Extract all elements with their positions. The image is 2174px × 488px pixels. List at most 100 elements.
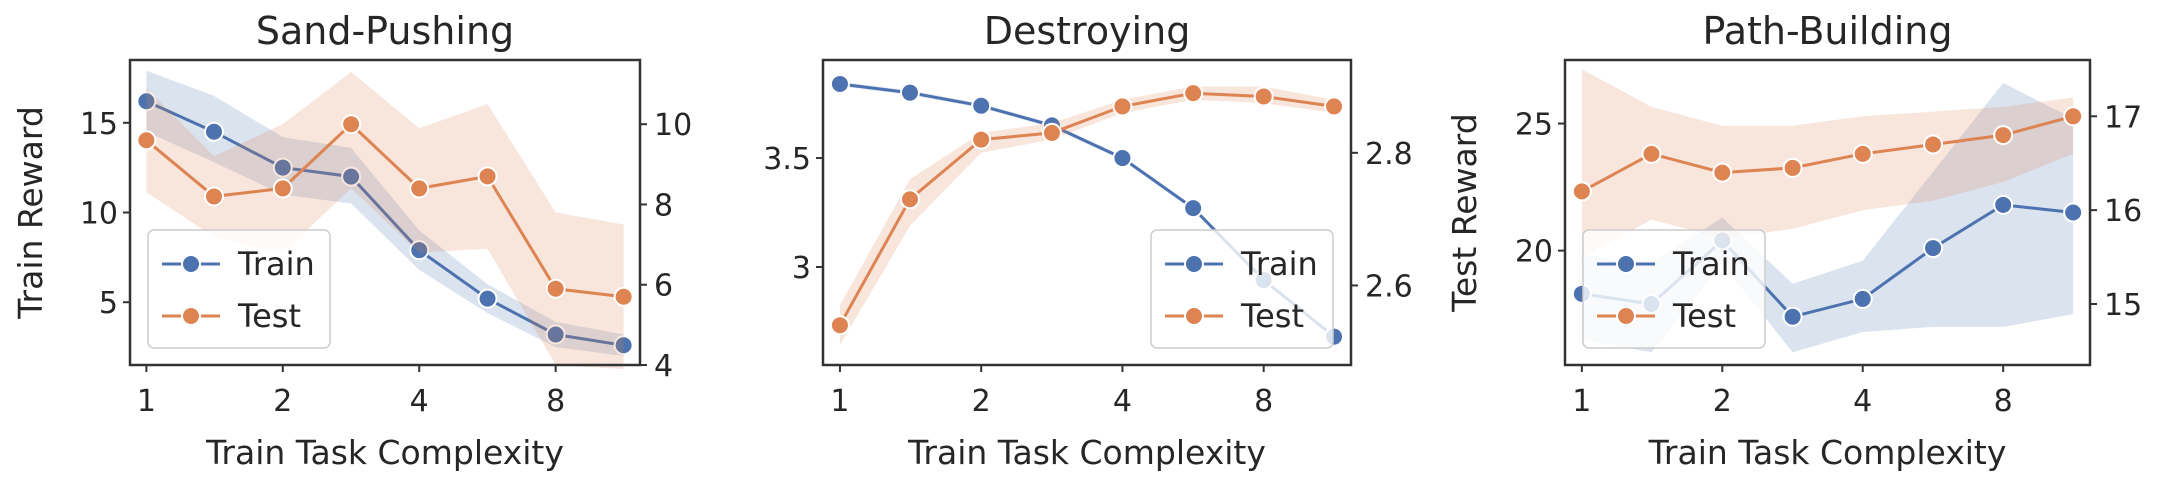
data-point <box>1571 181 1592 202</box>
right-axis-label: Test Reward <box>1445 113 1484 312</box>
x-tick-label: 4 <box>1113 384 1132 419</box>
data-point <box>341 114 362 135</box>
series-line <box>145 122 624 299</box>
legend-train: Train <box>162 245 315 283</box>
series-line <box>145 99 624 347</box>
data-point <box>409 178 430 199</box>
legend-test: Test <box>162 297 301 335</box>
data-point <box>1641 143 1662 164</box>
x-tick-label: 2 <box>273 384 292 419</box>
legend-swatch-marker <box>181 254 201 274</box>
plot-frame <box>1563 58 2092 367</box>
x-tick-label: 8 <box>1254 384 1273 419</box>
data-point <box>1253 86 1274 107</box>
left-tick-label: 10 <box>80 197 118 232</box>
legend: Train Test <box>1582 229 1766 349</box>
legend-test-label: Test <box>1240 297 1304 335</box>
x-tick-label: 2 <box>1713 384 1732 419</box>
data-point <box>341 166 362 187</box>
data-point <box>409 240 430 261</box>
data-point <box>613 286 634 307</box>
legend: Train Test <box>147 229 331 349</box>
left-tick-label: 15 <box>80 107 118 142</box>
data-point <box>136 130 157 151</box>
data-point <box>2063 106 2084 127</box>
data-point <box>272 178 293 199</box>
right-tick-label: 15 <box>2104 288 2142 323</box>
chart-title: Sand-Pushing <box>256 9 514 53</box>
x-axis-label: Train Task Complexity <box>907 433 1266 472</box>
data-point <box>477 166 498 187</box>
data-point <box>1112 96 1133 117</box>
data-point <box>829 73 850 94</box>
panel-2: Destroying 1 2 4 8 Train Task Complexity 3 3.5 2… <box>763 9 1484 472</box>
x-tick-label: 1 <box>137 384 156 419</box>
data-point <box>1782 157 1803 178</box>
data-point <box>2063 202 2084 223</box>
x-axis-label: Train Task Complexity <box>1648 433 2007 472</box>
series-line <box>838 91 1335 326</box>
data-point <box>971 129 992 150</box>
data-point <box>545 278 566 299</box>
data-point <box>1923 134 1944 155</box>
chart-title: Path-Building <box>1703 9 1953 53</box>
x-tick-label: 4 <box>410 384 429 419</box>
data-point <box>613 335 634 356</box>
right-tick-label: 10 <box>654 108 692 143</box>
data-point <box>1993 125 2014 146</box>
legend-train: Train <box>1597 245 1750 283</box>
right-tick-label: 17 <box>2104 100 2142 135</box>
data-point <box>1782 306 1803 327</box>
x-tick-label: 8 <box>1994 384 2013 419</box>
ci-band <box>146 72 624 369</box>
data-point <box>899 189 920 210</box>
data-point <box>1183 198 1204 219</box>
data-point <box>203 186 224 207</box>
legend-train-label: Train <box>1672 245 1750 283</box>
right-tick-label: 8 <box>654 188 673 223</box>
x-tick-label: 1 <box>1572 384 1591 419</box>
data-point <box>1041 122 1062 143</box>
panel-3: Path-Building 1 2 4 8 Train Task Complexity 20… <box>1515 9 2142 472</box>
legend-train: Train <box>1165 245 1318 283</box>
ci-band <box>1581 69 2074 258</box>
left-tick-label: 5 <box>99 286 118 321</box>
data-point <box>899 82 920 103</box>
legend-swatch-marker <box>1184 306 1204 326</box>
series-train <box>136 70 634 357</box>
data-point <box>1993 194 2014 215</box>
data-point <box>272 157 293 178</box>
ci-band <box>839 86 1335 346</box>
legend-train-label: Train <box>237 245 315 283</box>
data-point <box>1324 96 1345 117</box>
data-point <box>1712 162 1733 183</box>
left-tick-label: 20 <box>1515 235 1553 270</box>
series-test <box>136 72 634 369</box>
legend-swatch-marker <box>1616 306 1636 326</box>
data-point <box>203 121 224 142</box>
plot-frame <box>821 58 1353 367</box>
legend-train-label: Train <box>1240 245 1318 283</box>
legend-test: Test <box>1597 297 1736 335</box>
data-point <box>477 288 498 309</box>
series-test <box>829 83 1345 346</box>
legend-test: Test <box>1165 297 1304 335</box>
legend-test-label: Test <box>1672 297 1736 335</box>
data-point <box>829 315 850 336</box>
x-tick-label: 4 <box>1853 384 1872 419</box>
right-tick-label: 2.8 <box>1365 137 1413 172</box>
left-tick-label: 25 <box>1515 108 1553 143</box>
left-axis-label: Train Reward <box>11 106 50 320</box>
data-point <box>1112 148 1133 169</box>
legend-swatch-marker <box>1184 254 1204 274</box>
right-tick-label: 4 <box>654 349 673 384</box>
data-point <box>971 95 992 116</box>
data-point <box>1852 143 1873 164</box>
data-point <box>1183 83 1204 104</box>
left-tick-label: 3.5 <box>763 142 811 177</box>
x-tick-label: 8 <box>546 384 565 419</box>
series-line <box>1581 114 2074 193</box>
data-point <box>545 324 566 345</box>
chart-title: Destroying <box>984 9 1191 53</box>
